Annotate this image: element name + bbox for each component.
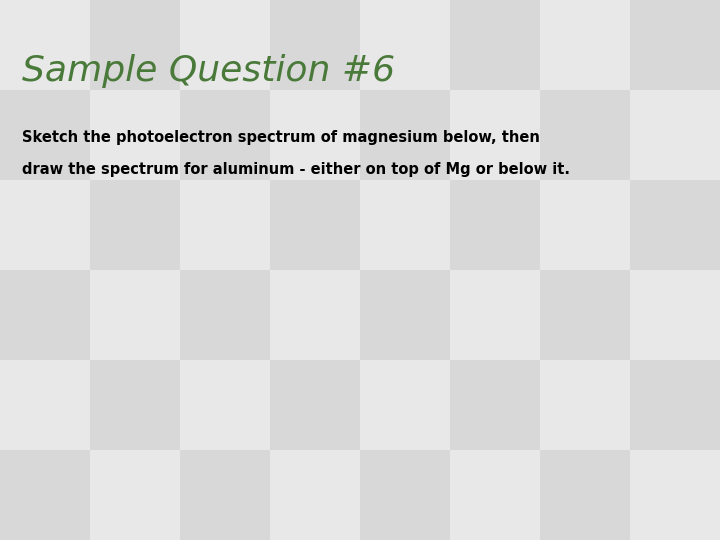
Text: Sample Question #6: Sample Question #6 (22, 54, 395, 88)
Y-axis label: Intensity: Intensity (47, 294, 60, 354)
Text: Sketch the photoelectron spectrum of magnesium below, then: Sketch the photoelectron spectrum of mag… (22, 130, 539, 145)
X-axis label: Binding Energy (MJ/mol): Binding Energy (MJ/mol) (298, 494, 465, 508)
Text: draw the spectrum for aluminum - either on top of Mg or below it.: draw the spectrum for aluminum - either … (22, 162, 570, 177)
